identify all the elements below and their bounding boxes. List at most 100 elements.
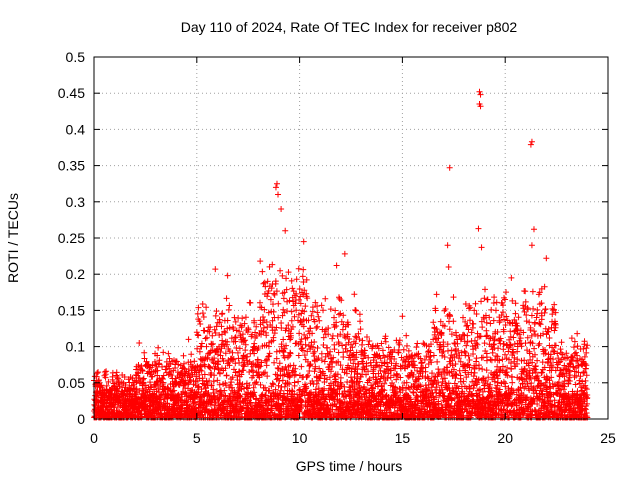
data-point: [311, 339, 318, 346]
data-point: [259, 268, 266, 275]
data-point: [302, 341, 309, 348]
data-point: [230, 326, 237, 333]
data-point: [292, 365, 299, 372]
data-point: [313, 380, 320, 387]
data-point: [331, 372, 338, 379]
data-point: [236, 359, 243, 366]
data-point: [291, 379, 298, 386]
data-point: [230, 355, 237, 362]
data-point: [255, 345, 262, 352]
data-point: [301, 331, 308, 338]
data-point: [207, 324, 214, 331]
data-point: [203, 304, 210, 311]
data-point: [204, 354, 211, 361]
data-point: [337, 374, 344, 381]
data-point: [260, 324, 267, 331]
data-point: [259, 313, 266, 320]
data-point: [198, 386, 205, 393]
data-point: [160, 372, 167, 379]
data-point: [312, 386, 319, 393]
data-point: [351, 374, 358, 381]
data-point: [139, 366, 146, 373]
data-point: [213, 308, 220, 315]
data-point: [355, 361, 362, 368]
data-point: [256, 374, 263, 381]
data-point: [264, 278, 271, 285]
data-point: [337, 362, 344, 369]
data-point: [354, 375, 361, 382]
data-point: [224, 317, 231, 324]
data-point: [196, 318, 203, 325]
data-point: [345, 321, 352, 328]
data-point: [228, 379, 235, 386]
data-point: [171, 387, 178, 394]
data-point: [313, 325, 320, 332]
data-point: [283, 342, 290, 349]
data-point: [327, 368, 334, 375]
data-point: [236, 345, 243, 352]
data-point: [341, 388, 348, 395]
data-point: [194, 345, 201, 352]
data-point: [216, 381, 223, 388]
data-point: [280, 349, 287, 356]
data-point: [290, 362, 297, 369]
data-point: [198, 367, 205, 374]
data-point: [197, 321, 204, 328]
data-point: [222, 329, 229, 336]
data-point: [349, 352, 356, 359]
data-point: [242, 347, 249, 354]
data-point: [147, 384, 154, 391]
data-point: [278, 325, 285, 332]
data-point: [275, 314, 282, 321]
data-point: [212, 312, 219, 319]
data-point: [326, 374, 333, 381]
data-point: [344, 319, 351, 326]
data-point: [365, 354, 372, 361]
data-point: [269, 380, 276, 387]
data-point: [216, 319, 223, 326]
data-point: [307, 325, 314, 332]
data-point: [313, 374, 320, 381]
data-point: [300, 278, 307, 285]
data-point: [352, 333, 359, 340]
data-point: [366, 375, 373, 382]
data-point: [219, 310, 226, 317]
data-point: [239, 315, 246, 322]
data-point: [224, 338, 231, 345]
data-point: [321, 358, 328, 365]
data-point: [269, 389, 276, 396]
data-point: [234, 349, 241, 356]
data-point: [94, 370, 101, 377]
data-point: [246, 382, 253, 389]
data-point: [318, 350, 325, 357]
data-point: [318, 302, 325, 309]
data-point: [320, 334, 327, 341]
data-point: [105, 378, 112, 385]
data-point: [221, 387, 228, 394]
data-point: [103, 382, 110, 389]
data-point: [315, 385, 322, 392]
data-point: [318, 357, 325, 364]
data-point: [351, 291, 358, 298]
data-point: [241, 320, 248, 327]
data-point: [291, 313, 298, 320]
data-point: [296, 296, 303, 303]
data-point: [311, 318, 318, 325]
data-point: [283, 325, 290, 332]
data-point: [251, 319, 258, 326]
data-point: [234, 376, 241, 383]
data-point: [265, 353, 272, 360]
data-point: [109, 376, 116, 383]
data-point: [271, 291, 278, 298]
data-point: [155, 344, 162, 351]
data-point: [275, 300, 282, 307]
data-point: [252, 329, 259, 336]
data-point: [302, 303, 309, 310]
data-point: [236, 328, 243, 335]
data-point: [356, 378, 363, 385]
data-point: [237, 380, 244, 387]
data-point: [266, 352, 273, 359]
data-point: [366, 338, 373, 345]
data-point: [263, 332, 270, 339]
data-point: [201, 327, 208, 334]
